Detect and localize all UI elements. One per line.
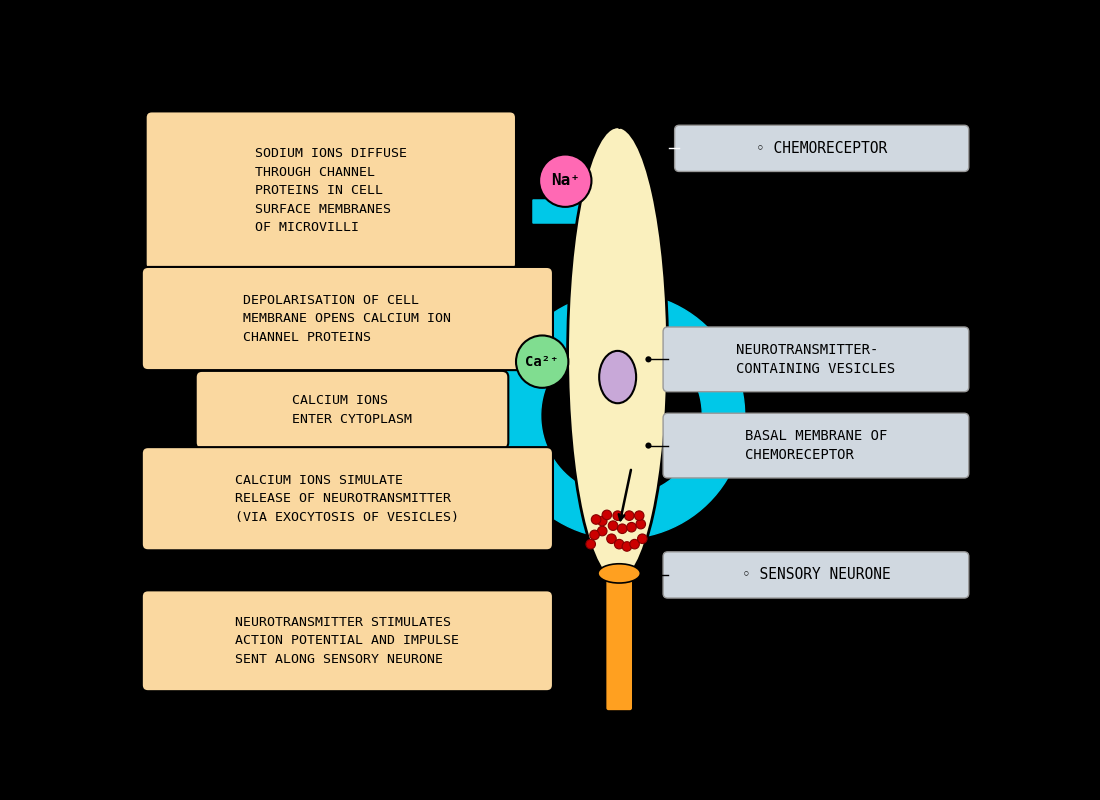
Text: SODIUM IONS DIFFUSE
THROUGH CHANNEL
PROTEINS IN CELL
SURFACE MEMBRANES
OF MICROV: SODIUM IONS DIFFUSE THROUGH CHANNEL PROT…	[255, 147, 407, 234]
Circle shape	[617, 524, 627, 534]
Text: BASAL MEMBRANE OF
CHEMORECEPTOR: BASAL MEMBRANE OF CHEMORECEPTOR	[745, 430, 887, 462]
FancyBboxPatch shape	[674, 126, 969, 171]
Polygon shape	[534, 200, 591, 223]
Circle shape	[638, 534, 647, 543]
Circle shape	[635, 511, 643, 521]
Circle shape	[586, 539, 595, 549]
Text: ◦ SENSORY NEURONE: ◦ SENSORY NEURONE	[741, 567, 890, 582]
Text: CALCIUM IONS SIMULATE
RELEASE OF NEUROTRANSMITTER
(VIA EXOCYTOSIS OF VESICLES): CALCIUM IONS SIMULATE RELEASE OF NEUROTR…	[235, 474, 460, 524]
FancyBboxPatch shape	[142, 590, 553, 691]
Text: CALCIUM IONS
ENTER CYTOPLASM: CALCIUM IONS ENTER CYTOPLASM	[292, 394, 412, 426]
Polygon shape	[534, 349, 588, 372]
FancyBboxPatch shape	[605, 570, 634, 711]
Circle shape	[539, 154, 592, 207]
FancyBboxPatch shape	[196, 371, 508, 449]
Polygon shape	[498, 294, 745, 538]
Text: NEUROTRANSMITTER STIMULATES
ACTION POTENTIAL AND IMPULSE
SENT ALONG SENSORY NEUR: NEUROTRANSMITTER STIMULATES ACTION POTEN…	[235, 616, 460, 666]
FancyBboxPatch shape	[142, 267, 553, 370]
Circle shape	[597, 516, 607, 526]
Circle shape	[627, 522, 636, 532]
Text: DEPOLARISATION OF CELL
MEMBRANE OPENS CALCIUM ION
CHANNEL PROTEINS: DEPOLARISATION OF CELL MEMBRANE OPENS CA…	[243, 294, 451, 343]
Ellipse shape	[568, 126, 668, 581]
Circle shape	[516, 335, 569, 388]
FancyBboxPatch shape	[142, 447, 553, 550]
Text: Ca²⁺: Ca²⁺	[526, 354, 559, 369]
Circle shape	[646, 442, 651, 449]
Ellipse shape	[598, 564, 640, 583]
Text: NEUROTRANSMITTER-
CONTAINING VESICLES: NEUROTRANSMITTER- CONTAINING VESICLES	[736, 343, 895, 375]
Circle shape	[630, 539, 639, 549]
Circle shape	[636, 519, 646, 529]
FancyBboxPatch shape	[145, 111, 516, 270]
Circle shape	[590, 530, 600, 540]
Text: ◦ CHEMORECEPTOR: ◦ CHEMORECEPTOR	[756, 141, 888, 156]
Circle shape	[592, 514, 601, 524]
Text: Na⁺: Na⁺	[551, 173, 580, 188]
Circle shape	[602, 510, 612, 520]
Circle shape	[641, 572, 648, 578]
Circle shape	[597, 526, 607, 536]
FancyBboxPatch shape	[663, 552, 969, 598]
FancyBboxPatch shape	[663, 414, 969, 478]
Circle shape	[646, 356, 651, 362]
Circle shape	[623, 542, 631, 551]
Circle shape	[615, 539, 624, 549]
Circle shape	[625, 511, 634, 521]
Circle shape	[608, 521, 618, 530]
Circle shape	[607, 534, 616, 543]
Circle shape	[613, 511, 623, 521]
FancyBboxPatch shape	[663, 327, 969, 392]
Ellipse shape	[600, 351, 636, 403]
